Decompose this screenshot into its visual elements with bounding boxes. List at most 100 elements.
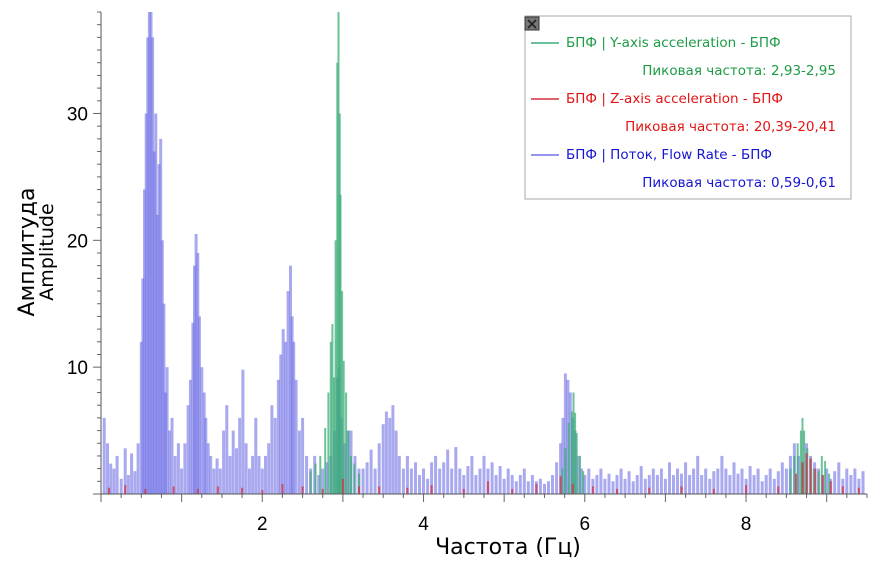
bar-s2-157 (603, 478, 607, 494)
bar-s0-17 (350, 455, 352, 494)
bar-s0-29 (789, 468, 792, 494)
legend-series-name: БПФ | Поток, Flow Rate - БПФ (566, 147, 772, 163)
bar-s2-190 (736, 473, 740, 494)
bar-s1-19 (535, 483, 538, 494)
legend-entry-2[interactable]: БПФ | Поток, Flow Rate - БПФ Пиковая част… (531, 147, 836, 191)
bar-s2-31 (176, 443, 180, 494)
bar-s2-178 (688, 475, 692, 494)
bar-s1-29 (795, 473, 797, 494)
bar-s2-106 (409, 468, 413, 494)
legend-entry-1[interactable]: БПФ | Z-axis acceleration - БПФ Пиковая ч… (531, 91, 836, 135)
bar-s2-3 (112, 468, 116, 494)
bar-s2-8 (130, 453, 134, 494)
bar-s2-9 (133, 471, 137, 494)
bar-s2-12 (141, 278, 145, 494)
bar-s2-115 (446, 449, 450, 494)
bar-s1-33 (814, 468, 817, 494)
bar-s2-60 (257, 455, 261, 494)
bar-s0-3 (324, 428, 327, 494)
bar-s2-29 (170, 417, 174, 494)
bar-s2-120 (466, 466, 470, 494)
bar-s2-191 (740, 468, 744, 494)
bar-s2-37 (193, 265, 196, 494)
bar-s2-93 (361, 468, 365, 494)
bar-s2-173 (668, 462, 671, 494)
bar-s2-159 (611, 481, 615, 494)
bar-s2-144 (561, 417, 565, 494)
bar-s2-186 (720, 455, 724, 494)
bar-s1-22 (591, 486, 594, 494)
bar-s2-171 (659, 468, 663, 494)
legend-peak-frequency: Пиковая частота: 2,93-2,95 (642, 63, 836, 79)
bar-s2-162 (623, 478, 627, 494)
bar-s2-103 (397, 455, 401, 494)
bar-s2-74 (294, 379, 298, 494)
legend-peak-frequency: Пиковая частота: 0,59-0,61 (642, 175, 836, 191)
bar-s1-30 (801, 462, 804, 494)
bar-s2-11 (139, 341, 143, 494)
bar-s1-21 (571, 483, 574, 494)
bar-s2-127 (494, 475, 498, 494)
bar-s2-194 (752, 475, 756, 494)
bar-s2-7 (126, 475, 130, 494)
bar-s1-4 (196, 488, 199, 494)
bar-s0-24 (572, 392, 575, 494)
bar-s1-1 (124, 485, 127, 494)
bar-s2-50 (225, 405, 229, 494)
bar-s2-104 (401, 468, 405, 494)
bar-s0-21 (564, 448, 567, 494)
close-icon[interactable] (524, 16, 540, 31)
bar-s2-15 (146, 37, 150, 494)
bar-s2-132 (514, 481, 518, 494)
bar-s2-134 (522, 468, 526, 494)
bar-s2-155 (595, 475, 599, 494)
bar-s1-37 (857, 487, 860, 494)
bar-s2-42 (202, 392, 206, 494)
bar-s2-21 (155, 214, 159, 494)
bar-s2-112 (434, 455, 438, 494)
bar-s2-10 (136, 443, 140, 494)
bar-s2-176 (680, 473, 683, 494)
bar-s2-153 (587, 468, 591, 494)
bar-s2-150 (576, 455, 580, 494)
bar-s2-193 (748, 466, 752, 494)
bar-s1-26 (712, 488, 715, 494)
bar-s2-152 (583, 475, 587, 494)
bar-s1-10 (321, 488, 324, 494)
bar-s0-23 (570, 411, 573, 494)
bar-s2-199 (772, 478, 776, 494)
spectrum-bars (102, 12, 865, 494)
bar-s2-70 (286, 291, 290, 494)
bar-s0-34 (803, 430, 806, 494)
legend-entry-0[interactable]: БПФ | Y-axis acceleration - БПФ Пиковая ч… (531, 35, 836, 79)
bar-s2-110 (426, 478, 430, 494)
bar-s0-13 (341, 291, 344, 494)
bar-s2-35 (189, 379, 192, 494)
bar-s2-139 (543, 483, 546, 494)
bar-s1-14 (406, 487, 409, 494)
bar-s2-34 (186, 405, 190, 494)
bar-s2-71 (289, 265, 292, 494)
legend-peak-frequency: Пиковая частота: 20,39-20,41 (625, 119, 836, 135)
bar-s2-68 (281, 329, 285, 494)
legend-series-name: БПФ | Z-axis acceleration - БПФ (566, 91, 783, 107)
bar-s0-6 (331, 324, 334, 494)
bar-s2-123 (478, 468, 482, 494)
bar-s2-46 (212, 468, 216, 494)
bar-s2-200 (776, 471, 780, 494)
bar-s1-3 (172, 486, 175, 494)
bar-s2-179 (692, 468, 696, 494)
bar-s2-16 (147, 12, 151, 494)
bar-s2-113 (438, 468, 442, 494)
bar-s2-183 (708, 478, 712, 494)
bar-s2-212 (825, 468, 829, 494)
x-tick-label: 2 (257, 514, 268, 535)
bar-s2-54 (238, 417, 242, 494)
bar-s1-7 (261, 490, 264, 494)
bar-s0-4 (327, 392, 330, 494)
bar-s2-77 (305, 455, 309, 494)
series-0-bars (309, 12, 831, 494)
bar-s2-161 (619, 468, 623, 494)
legend[interactable]: БПФ | Y-axis acceleration - БПФ Пиковая ч… (524, 15, 852, 200)
